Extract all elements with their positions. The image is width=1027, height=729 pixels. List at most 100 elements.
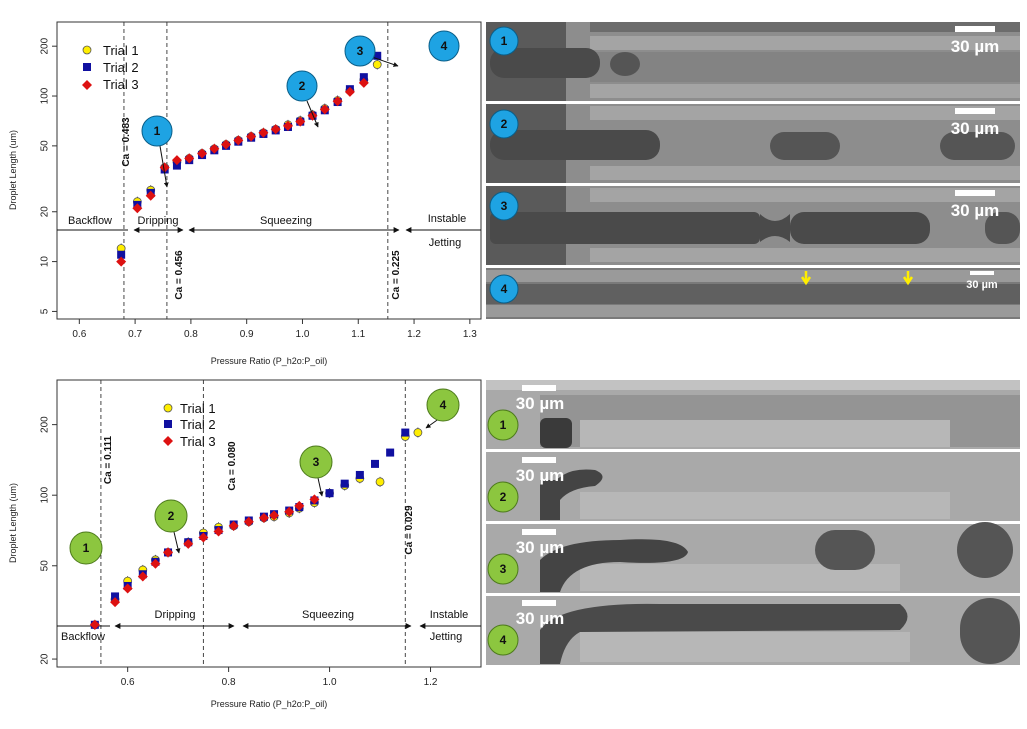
y-tick-label: 100 (40, 486, 51, 503)
legend: Trial 1 Trial 2 Trial 3 (163, 401, 216, 449)
micro-bottom-callout-4-label: 4 (500, 633, 507, 647)
data-point-trial-3 (183, 538, 194, 549)
scale-label: 30 µm (516, 466, 565, 485)
data-point-trial-2 (401, 428, 410, 437)
water-finger (540, 603, 908, 664)
x-tick-label: 1.3 (463, 329, 477, 340)
chart-callout-1: 1 (69, 531, 103, 565)
data-point-trial-3 (344, 86, 355, 97)
micrograph-bottom-3 (486, 522, 1020, 593)
region-backflow-label: Backflow (68, 215, 112, 227)
jet-stream (486, 284, 1020, 304)
ca-label-1: Ca = 0.111 (103, 436, 114, 485)
y-tick-label: 200 (40, 37, 51, 54)
callout-2-circle (154, 499, 188, 533)
callout-2-label: 2 (299, 79, 306, 93)
x-axis-ticks: 0.6 0.7 0.8 0.9 1.0 1.1 1.2 1.3 (72, 319, 477, 340)
legend-label-trial-2: Trial 2 (103, 60, 139, 75)
data-point-trial-3 (159, 162, 170, 173)
data-point-trial-2 (172, 161, 181, 170)
scale-bar (522, 600, 556, 606)
data-point-trial-3 (89, 619, 100, 630)
scale-bar (522, 385, 556, 391)
y-tick-label: 20 (40, 653, 51, 665)
legend-marker-trial-3 (82, 80, 92, 90)
y-tick-label: 10 (40, 256, 51, 268)
micrograph-top-3 (486, 186, 1020, 265)
data-point-trial-2 (355, 470, 364, 479)
chart-top: 0.6 0.7 0.8 0.9 1.0 1.1 1.2 1.3 5 10 20 50 100 200 P… (8, 21, 482, 366)
data-point-trial-3 (116, 256, 127, 267)
x-tick-label: 1.0 (296, 329, 310, 340)
data-point-trial-3 (137, 571, 148, 582)
micro-top-callout-3-label: 3 (501, 199, 508, 213)
micrographs-bottom: 1 2 3 4 30 µm 30 µm 30 µm 30 µm (486, 380, 1020, 665)
data-point-trial-3 (221, 139, 232, 150)
data-point-trial-3 (171, 155, 182, 166)
data-point-trial-3 (246, 131, 257, 142)
scale-bar (955, 108, 995, 114)
chart-callout-4: 4 (428, 30, 460, 62)
water-finger (490, 48, 600, 78)
callout-2-label: 2 (168, 509, 175, 523)
droplet (815, 530, 875, 570)
chart-callout-1: 1 (141, 115, 173, 188)
region-dripping-label: Dripping (155, 609, 196, 621)
y-tick-label: 100 (40, 87, 51, 104)
callout-2-arrow (306, 100, 319, 128)
data-point-trial-3 (358, 77, 369, 88)
data-point-trial-3 (258, 512, 269, 523)
droplet (540, 418, 572, 448)
region-squeezing-label: Squeezing (302, 609, 354, 621)
chart-callout-4: 4 (425, 388, 460, 429)
x-tick-label: 1.1 (351, 329, 365, 340)
x-tick-label: 0.8 (222, 677, 236, 688)
scale-label: 30 µm (516, 394, 565, 413)
droplet (770, 132, 840, 160)
callout-1-circle (69, 531, 103, 565)
legend-marker-trial-2 (164, 420, 172, 428)
data-points (116, 51, 382, 267)
chart-bottom: 0.6 0.8 1.0 1.2 20 50 100 200 Pressure Ratio (… (8, 379, 482, 709)
water-finger (490, 212, 760, 244)
callout-4-circle (426, 388, 460, 422)
data-point-trial-2 (111, 592, 120, 601)
chart-callout-2: 2 (286, 70, 319, 128)
y-tick-label: 50 (40, 140, 51, 152)
micro-top-callout-4-label: 4 (501, 282, 508, 296)
ca-label-2: Ca = 0.456 (174, 250, 185, 300)
neck (760, 214, 790, 242)
micrograph-top-1 (486, 22, 1020, 101)
callout-1-arrow (159, 145, 169, 188)
callout-3-arrow (317, 477, 324, 497)
ca-label-3: Ca = 0.225 (391, 250, 402, 300)
scale-bar (522, 529, 556, 535)
chart-callout-3: 3 (344, 35, 399, 67)
micro-bottom-callout-4: 4 (487, 624, 519, 656)
data-point-trial-3 (282, 120, 293, 131)
data-point-trial-3 (209, 143, 220, 154)
plot-frame (56, 379, 482, 668)
micrographs-top: 1 2 3 4 30 µm 30 µm 30 µm 30 µm (486, 22, 1020, 319)
micrograph-bottom-1 (486, 380, 1020, 449)
y-tick-label: 200 (40, 416, 51, 433)
scale-label: 30 µm (951, 201, 1000, 220)
scale-bar (955, 190, 995, 196)
water-finger (548, 469, 603, 500)
data-point-trial-3 (233, 135, 244, 146)
regime-boundaries (100, 380, 406, 667)
legend-label-trial-1: Trial 1 (103, 43, 139, 58)
legend: Trial 1 Trial 2 Trial 3 (82, 43, 139, 92)
data-point-trial-2 (386, 448, 395, 457)
water-finger (490, 130, 660, 160)
region-squeezing-label: Squeezing (260, 215, 312, 227)
legend-label-trial-3: Trial 3 (180, 434, 216, 449)
ca-label-1: Ca = 0.483 (121, 117, 132, 167)
callout-4-label: 4 (440, 398, 447, 412)
data-point-trial-3 (295, 116, 306, 127)
micro-top-callout-4: 4 (489, 274, 519, 304)
callout-3-label: 3 (313, 455, 320, 469)
x-axis-title: Pressure Ratio (P_h2o:P_oil) (211, 699, 328, 709)
micro-top-callout-2-label: 2 (501, 117, 508, 131)
